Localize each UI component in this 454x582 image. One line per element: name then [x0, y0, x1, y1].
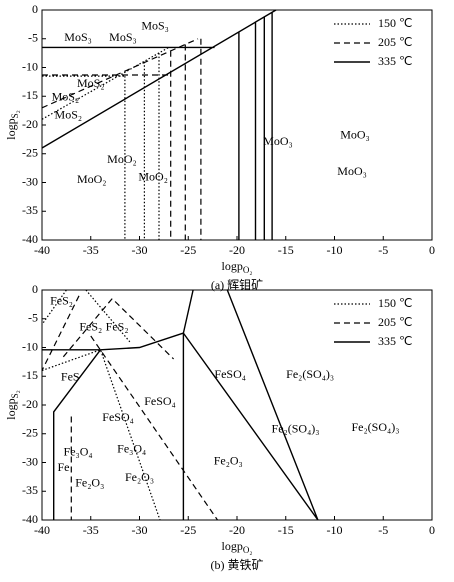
region-label: Fe₂(SO₄)₃ — [286, 367, 334, 381]
region-label: FeS₂ — [79, 320, 102, 334]
x-tick-label: -5 — [378, 243, 388, 257]
x-tick-label: 0 — [429, 523, 435, 537]
region-label: MoO₃ — [340, 128, 370, 142]
y-tick-label: -10 — [22, 339, 38, 353]
legend-box — [330, 12, 430, 79]
region-label: MoS₂ — [52, 90, 80, 104]
x-tick-label: -10 — [327, 523, 343, 537]
x-tick-label: -25 — [180, 243, 196, 257]
y-axis-label-main: logp — [4, 118, 18, 139]
legend-label: 335 ℃ — [378, 334, 412, 348]
region-label: MoS₃ — [141, 18, 169, 32]
region-label: FeSO₄ — [102, 410, 134, 424]
region-label: FeS — [61, 370, 80, 384]
region-label: MoO₂ — [138, 170, 168, 184]
region-label: FeSO₄ — [144, 394, 176, 408]
y-tick-label: -20 — [22, 397, 38, 411]
y-tick-label: -25 — [22, 426, 38, 440]
region-label: Fe₃O₄ — [117, 442, 146, 456]
region-label: Fe₂O₃ — [75, 476, 104, 490]
legend-label: 205 ℃ — [378, 315, 412, 329]
boundary-line — [41, 9, 277, 240]
y-axis-label-main: logp — [4, 398, 18, 419]
y-tick-label: -40 — [22, 512, 38, 526]
x-tick-label: -35 — [83, 243, 99, 257]
boundary-line — [41, 295, 218, 521]
y-tick-label: -20 — [22, 117, 38, 131]
region-label: MoO₃ — [263, 134, 293, 148]
y-tick-label: -15 — [22, 88, 38, 102]
x-tick-label: -25 — [180, 523, 196, 537]
x-axis-label-main: logp — [222, 259, 243, 273]
y-tick-label: -5 — [28, 31, 38, 45]
x-tick-label: -20 — [229, 243, 245, 257]
x-tick-label: -40 — [34, 523, 50, 537]
region-label: Fe₂(SO₄)₃ — [352, 420, 400, 434]
region-label: Fe₃O₄ — [64, 444, 93, 458]
x-tick-label: -10 — [327, 243, 343, 257]
boundary-line — [41, 38, 202, 240]
y-tick-label: -10 — [22, 59, 38, 73]
region-label: MoO₂ — [107, 152, 137, 166]
region-label: Fe — [57, 460, 69, 474]
x-axis-label: logpO₂ — [222, 259, 253, 275]
caption: (a) 辉钼矿 — [211, 278, 263, 292]
y-tick-label: -30 — [22, 174, 38, 188]
x-tick-label: -35 — [83, 523, 99, 537]
legend-label: 205 ℃ — [378, 35, 412, 49]
y-axis-label-sub: S₂ — [10, 390, 20, 398]
legend-label: 150 ℃ — [378, 296, 412, 310]
region-label: MoO₃ — [337, 164, 367, 178]
x-tick-label: -40 — [34, 243, 50, 257]
region-label: MoS₃ — [64, 30, 92, 44]
region-label: MoS₃ — [109, 30, 137, 44]
y-tick-label: 0 — [32, 2, 38, 16]
boundary-line — [41, 46, 170, 240]
legend-label: 150 ℃ — [378, 16, 412, 30]
x-tick-label: 0 — [429, 243, 435, 257]
caption: (b) 黄铁矿 — [211, 558, 264, 572]
y-axis-label-sub: S₂ — [10, 110, 20, 118]
y-tick-label: -5 — [28, 311, 38, 325]
x-tick-label: -15 — [278, 243, 294, 257]
region-label: Fe₂(SO₄)₃ — [272, 421, 320, 435]
x-axis-label: logpO₂ — [222, 539, 253, 555]
legend-label: 335 ℃ — [378, 54, 412, 68]
x-tick-label: -15 — [278, 523, 294, 537]
y-tick-label: -40 — [22, 232, 38, 246]
boundary-line — [41, 289, 161, 521]
region-label: FeSO₄ — [214, 367, 246, 381]
legend-box — [330, 292, 430, 359]
y-axis-label: logpS₂ — [4, 390, 20, 420]
region-label: MoO₂ — [77, 172, 107, 186]
y-tick-label: -30 — [22, 454, 38, 468]
y-axis-label: logpS₂ — [4, 110, 20, 140]
boundary-line — [42, 289, 319, 521]
x-axis-label-main: logp — [222, 539, 243, 553]
x-axis-label-sub: O₂ — [243, 265, 253, 275]
x-tick-label: -5 — [378, 523, 388, 537]
y-tick-label: 0 — [32, 282, 38, 296]
region-label: MoS₂ — [77, 76, 105, 90]
y-tick-label: -15 — [22, 368, 38, 382]
x-tick-label: -30 — [132, 243, 148, 257]
region-label: FeS₂ — [50, 293, 73, 307]
x-tick-label: -30 — [132, 523, 148, 537]
y-tick-label: -25 — [22, 146, 38, 160]
y-tick-label: -35 — [22, 203, 38, 217]
region-label: Fe₂O₃ — [214, 454, 243, 468]
region-label: FeS₂ — [106, 320, 129, 334]
y-tick-label: -35 — [22, 483, 38, 497]
region-label: Fe₂O₃ — [125, 470, 154, 484]
x-axis-label-sub: O₂ — [243, 545, 253, 555]
region-label: MoS₂ — [55, 108, 83, 122]
x-tick-label: -20 — [229, 523, 245, 537]
